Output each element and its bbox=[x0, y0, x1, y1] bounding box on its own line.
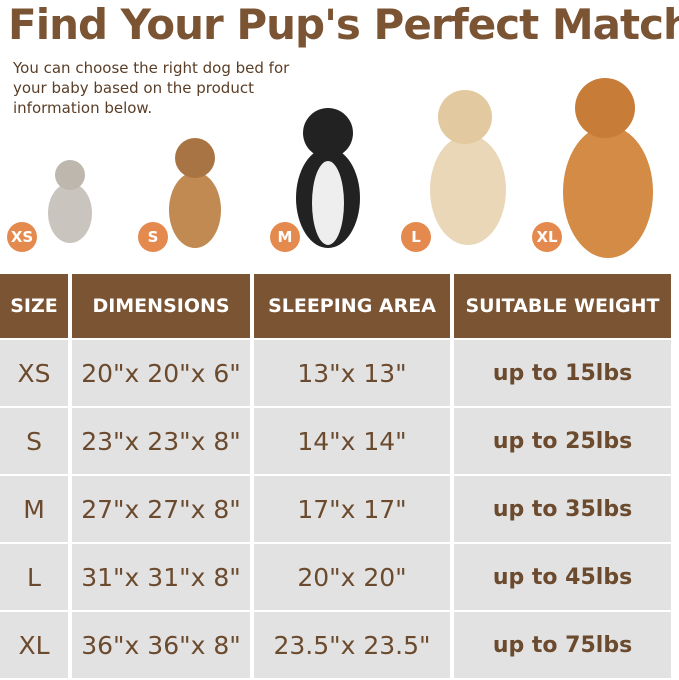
cell-sleeping-area: 13"x 13" bbox=[254, 340, 450, 406]
cell-weight: up to 15lbs bbox=[454, 340, 671, 406]
header-dimensions: DIMENSIONS bbox=[72, 274, 250, 338]
cat-image bbox=[48, 160, 92, 243]
cell-dimensions: 36"x 36"x 8" bbox=[72, 612, 250, 678]
cell-weight: up to 35lbs bbox=[454, 476, 671, 542]
table-row: M 27"x 27"x 8" 17"x 17" up to 35lbs bbox=[0, 476, 671, 542]
cell-size: S bbox=[0, 408, 68, 474]
golden-retriever-image bbox=[563, 78, 653, 258]
cell-weight: up to 75lbs bbox=[454, 612, 671, 678]
header-suitable-weight: SUITABLE WEIGHT bbox=[454, 274, 671, 338]
table-header-row: SIZE DIMENSIONS SLEEPING AREA SUITABLE W… bbox=[0, 274, 671, 338]
french-bulldog-image bbox=[169, 138, 221, 248]
cell-size: XL bbox=[0, 612, 68, 678]
cell-size: XS bbox=[0, 340, 68, 406]
header-sleeping-area: SLEEPING AREA bbox=[254, 274, 450, 338]
size-badge-m: M bbox=[270, 222, 300, 252]
cell-dimensions: 23"x 23"x 8" bbox=[72, 408, 250, 474]
header-size: SIZE bbox=[0, 274, 68, 338]
cell-sleeping-area: 20"x 20" bbox=[254, 544, 450, 610]
table-row: XS 20"x 20"x 6" 13"x 13" up to 15lbs bbox=[0, 340, 671, 406]
cell-dimensions: 20"x 20"x 6" bbox=[72, 340, 250, 406]
cell-weight: up to 45lbs bbox=[454, 544, 671, 610]
cell-size: M bbox=[0, 476, 68, 542]
cell-size: L bbox=[0, 544, 68, 610]
cell-weight: up to 25lbs bbox=[454, 408, 671, 474]
table-row: S 23"x 23"x 8" 14"x 14" up to 25lbs bbox=[0, 408, 671, 474]
cell-dimensions: 31"x 31"x 8" bbox=[72, 544, 250, 610]
cell-sleeping-area: 17"x 17" bbox=[254, 476, 450, 542]
golden-retriever-light-image bbox=[430, 90, 506, 245]
table-row: L 31"x 31"x 8" 20"x 20" up to 45lbs bbox=[0, 544, 671, 610]
cell-sleeping-area: 14"x 14" bbox=[254, 408, 450, 474]
cell-dimensions: 27"x 27"x 8" bbox=[72, 476, 250, 542]
cell-sleeping-area: 23.5"x 23.5" bbox=[254, 612, 450, 678]
size-badge-s: S bbox=[138, 222, 168, 252]
size-chart-table: SIZE DIMENSIONS SLEEPING AREA SUITABLE W… bbox=[0, 272, 675, 680]
page-title: Find Your Pup's Perfect Match bbox=[8, 0, 679, 49]
size-badge-xs: XS bbox=[7, 222, 37, 252]
table-row: XL 36"x 36"x 8" 23.5"x 23.5" up to 75lbs bbox=[0, 612, 671, 678]
size-badge-l: L bbox=[401, 222, 431, 252]
border-collie-image bbox=[296, 108, 360, 248]
size-badge-xl: XL bbox=[532, 222, 562, 252]
subtitle: You can choose the right dog bed for you… bbox=[13, 59, 290, 117]
